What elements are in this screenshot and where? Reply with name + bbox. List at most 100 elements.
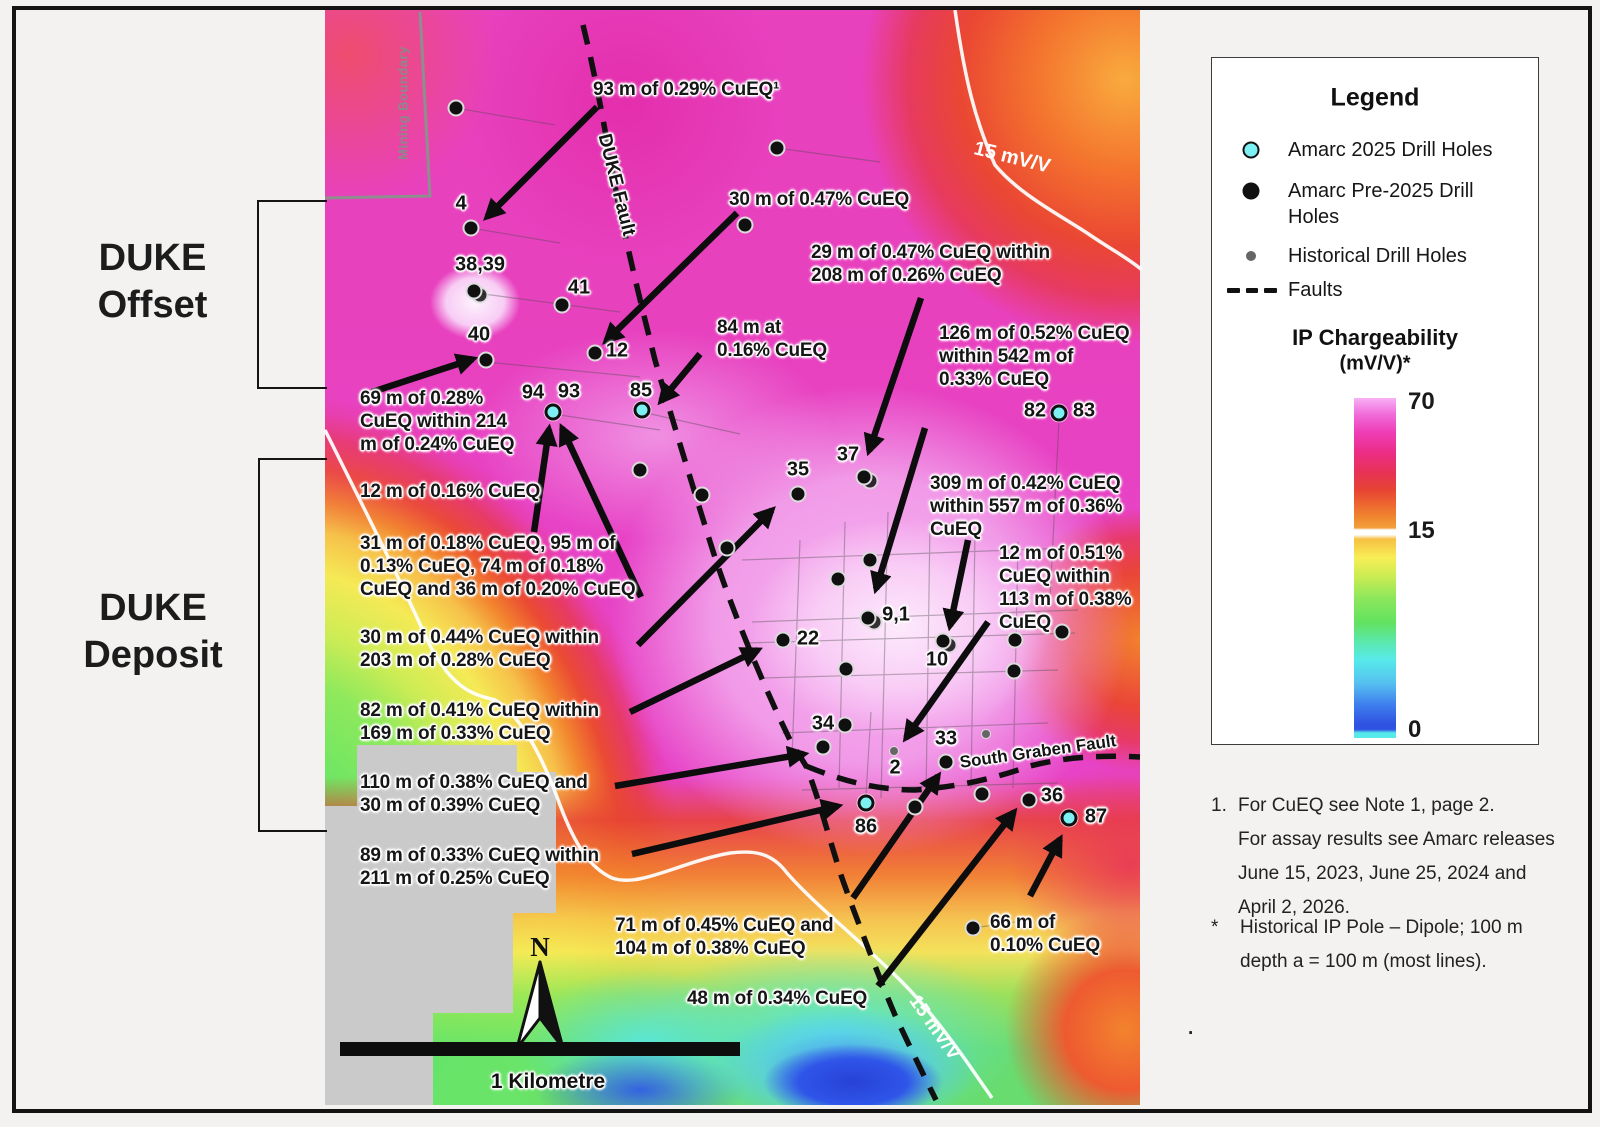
- assay-annotation: 82 m of 0.41% CuEQ within 169 m of 0.33%…: [360, 700, 599, 744]
- drill-hole-label: 82: [1023, 399, 1047, 422]
- colorbar-title-line2: (mV/V)*: [1339, 352, 1411, 375]
- note-1-marker: 1.: [1211, 795, 1227, 816]
- drill-hole-pre-2025: [934, 632, 952, 650]
- drill-hole-2025: [544, 403, 562, 421]
- drill-hole-label: 36: [1040, 784, 1064, 807]
- property-boundary-label: Mining Boundary: [395, 46, 411, 160]
- drill-hole-label: 22: [796, 627, 820, 650]
- drill-hole-historical: [981, 729, 991, 739]
- note-asterisk-text: Historical IP Pole – Dipole; 100 m depth …: [1240, 917, 1523, 972]
- assay-annotation: 84 m at 0.16% CuEQ: [717, 317, 827, 361]
- amarc-pre-2025-legend-icon: [1242, 182, 1260, 200]
- drill-hole-pre-2025: [465, 282, 483, 300]
- drill-hole-pre-2025: [586, 344, 604, 362]
- drill-hole-pre-2025: [836, 716, 854, 734]
- duke-deposit-bracket: [258, 458, 327, 832]
- assay-annotation: 89 m of 0.33% CuEQ within 211 m of 0.25%…: [360, 845, 599, 889]
- colorbar-max-label: 70: [1408, 388, 1435, 415]
- drill-hole-2025: [1060, 809, 1078, 827]
- colorbar-title-line1: IP Chargeability: [1292, 325, 1458, 350]
- assay-annotation: 69 m of 0.28% CuEQ within 214 m of 0.24%…: [360, 388, 515, 455]
- assay-annotation: 30 m of 0.44% CuEQ within 203 m of 0.28%…: [360, 627, 599, 671]
- note-1-text: For CuEQ see Note 1, page 2. For assay re…: [1238, 795, 1555, 918]
- drill-hole-label: 85: [629, 379, 653, 402]
- drill-hole-label: 33: [934, 727, 958, 750]
- drill-hole-pre-2025: [553, 296, 571, 314]
- drill-hole-pre-2025: [1005, 662, 1023, 680]
- drill-hole-label: 40: [467, 323, 491, 346]
- fault-legend-icon: [1227, 288, 1278, 293]
- assay-annotation: 110 m of 0.38% CuEQ and 30 m of 0.39% Cu…: [360, 772, 588, 816]
- drill-hole-historical: [889, 746, 899, 756]
- drill-hole-pre-2025: [768, 139, 786, 157]
- drill-hole-label: 41: [567, 276, 591, 299]
- scale-bar-label: 1 Kilometre: [490, 1070, 606, 1093]
- scale-bar: [340, 1042, 740, 1056]
- duke-offset-label: DUKE Offset: [97, 237, 208, 326]
- drill-hole-pre-2025: [477, 351, 495, 369]
- drill-hole-pre-2025: [937, 753, 955, 771]
- drill-hole-pre-2025: [855, 468, 873, 486]
- legend-title: Legend: [1330, 83, 1420, 112]
- colorbar: [1354, 398, 1396, 738]
- stray-period: .: [1188, 1018, 1194, 1039]
- assay-annotation: 71 m of 0.45% CuEQ and 104 m of 0.38% Cu…: [615, 915, 834, 959]
- drill-hole-label: 83: [1072, 399, 1096, 422]
- drill-hole-pre-2025: [447, 99, 465, 117]
- assay-annotation: 29 m of 0.47% CuEQ within 208 m of 0.26%…: [811, 242, 1050, 286]
- drill-hole-pre-2025: [906, 798, 924, 816]
- drill-hole-pre-2025: [1006, 631, 1024, 649]
- drill-hole-pre-2025: [814, 738, 832, 756]
- drill-hole-pre-2025: [973, 785, 991, 803]
- assay-annotation: 12 m of 0.51% CuEQ within 113 m of 0.38%…: [999, 543, 1132, 633]
- drill-hole-label: 37: [836, 443, 860, 466]
- assay-annotation: 31 m of 0.18% CuEQ, 95 m of 0.13% CuEQ, …: [360, 533, 636, 600]
- drill-hole-label: 10: [925, 648, 949, 671]
- drill-hole-label: 93: [557, 380, 581, 403]
- drill-hole-label: 2: [889, 756, 901, 779]
- drill-hole-label: 86: [854, 815, 878, 838]
- drill-hole-label: 4: [455, 192, 467, 215]
- assay-annotation: 66 m of 0.10% CuEQ: [990, 912, 1100, 956]
- assay-annotation: 48 m of 0.34% CuEQ: [687, 988, 868, 1009]
- drill-hole-pre-2025: [693, 486, 711, 504]
- drill-hole-pre-2025: [718, 539, 736, 557]
- amarc-2025-legend-icon: [1242, 141, 1260, 159]
- duke-offset-bracket: [257, 200, 327, 389]
- legend-item-label: Amarc 2025 Drill Holes: [1288, 139, 1493, 161]
- drill-hole-label: 38,39: [454, 253, 506, 276]
- drill-hole-pre-2025: [859, 609, 877, 627]
- colorbar-min-label: 0: [1408, 716, 1422, 743]
- drill-hole-2025: [633, 401, 651, 419]
- drill-hole-2025: [1050, 404, 1068, 422]
- assay-annotation: 12 m of 0.16% CuEQ: [360, 481, 541, 502]
- legend-item-label: Amarc Pre-2025 Drill Holes: [1288, 180, 1474, 228]
- drill-hole-label: 35: [786, 458, 810, 481]
- legend-item-label: Historical Drill Holes: [1288, 245, 1467, 267]
- drill-hole-pre-2025: [964, 919, 982, 937]
- drill-hole-label: 94: [521, 381, 545, 404]
- drill-hole-pre-2025: [462, 219, 480, 237]
- drill-hole-label: 87: [1084, 805, 1108, 828]
- drill-hole-label: 34: [811, 712, 835, 735]
- assay-annotation: 309 m of 0.42% CuEQ within 557 m of 0.36…: [930, 473, 1123, 540]
- assay-annotation: 30 m of 0.47% CuEQ: [729, 189, 910, 210]
- drill-hole-pre-2025: [1053, 623, 1071, 641]
- drill-hole-label: 9,1: [882, 603, 910, 626]
- drill-hole-pre-2025: [789, 485, 807, 503]
- drill-hole-pre-2025: [736, 216, 754, 234]
- note-asterisk-marker: *: [1211, 917, 1219, 938]
- drill-hole-2025: [857, 794, 875, 812]
- drill-hole-pre-2025: [774, 631, 792, 649]
- assay-annotation: 93 m of 0.29% CuEQ¹: [593, 79, 780, 100]
- duke-deposit-label: DUKE Deposit: [83, 587, 223, 676]
- drill-hole-pre-2025: [837, 660, 855, 678]
- colorbar-mid-label: 15: [1408, 517, 1435, 544]
- legend-item-label: Faults: [1288, 279, 1343, 301]
- drill-hole-pre-2025: [631, 461, 649, 479]
- drill-hole-label: 12: [605, 339, 629, 362]
- historical-legend-icon: [1246, 251, 1256, 261]
- drill-hole-pre-2025: [829, 570, 847, 588]
- drill-hole-pre-2025: [861, 551, 879, 569]
